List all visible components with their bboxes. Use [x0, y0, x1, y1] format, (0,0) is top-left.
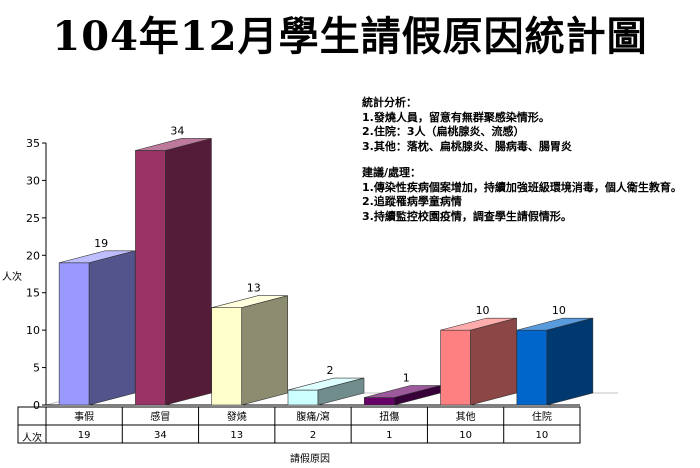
y-tick-label: 30: [26, 174, 40, 187]
bar-front: [516, 329, 548, 406]
data-table-value: 34: [154, 430, 167, 441]
chart-title: 104年12月學生請假原因統計圖: [52, 13, 648, 60]
bar-side: [317, 377, 365, 406]
data-table-value: 13: [230, 430, 243, 441]
advice-title: 建議/處理：: [362, 166, 422, 179]
x-tick-label: 住院: [532, 410, 552, 423]
bar-side: [241, 295, 289, 406]
bar-front: [58, 262, 90, 406]
bar-value-label: 34: [170, 124, 184, 137]
bar-side: [470, 317, 517, 406]
analysis-line-1: 1.發燒人員，留意有無群聚感染情形。: [362, 110, 550, 124]
bar-side: [546, 317, 594, 406]
bar-value-label: 2: [327, 364, 334, 377]
data-table-value: 2: [310, 430, 316, 441]
bar-front: [135, 150, 166, 406]
y-tick-label: 20: [26, 249, 40, 262]
x-axis-label: 請假原因: [290, 454, 330, 465]
bar-side: [88, 250, 136, 406]
bar-front: [211, 307, 243, 406]
data-table-value: 19: [78, 430, 91, 441]
x-tick-label: 扭傷: [379, 410, 399, 423]
bar-side: [165, 138, 212, 406]
y-tick-label: 15: [26, 287, 40, 300]
bar-value-label: 10: [552, 304, 566, 317]
bar-value-label: 10: [476, 304, 490, 317]
bar-front: [287, 389, 319, 406]
analysis-line-3: 3.其他：落枕、扁桃腺炎、腸病毒、腸胃炎: [362, 139, 572, 153]
y-axis-label: 人次: [2, 272, 22, 283]
advice-line-3: 3.持續監控校園疫情，調查學生請假情形。: [362, 209, 572, 223]
bar-value-label: 1: [403, 372, 410, 385]
data-table-value: 1: [386, 430, 392, 441]
y-tick-label: 0: [33, 399, 40, 412]
advice-line-2: 2.追蹤罹病學童病情: [362, 195, 462, 208]
x-tick-label: 其他: [456, 410, 476, 423]
data-table-value: 10: [459, 430, 472, 441]
bar-front: [363, 397, 395, 406]
advice-line-1: 1.傳染性疾病個案增加，持續加強班級環境消毒，個人衛生教育。: [362, 180, 682, 194]
analysis-line-2: 2.住院：3人（扁桃腺炎、流感）: [362, 125, 525, 138]
x-tick-label: 事假: [74, 410, 94, 423]
x-tick-label: 發燒: [227, 410, 247, 423]
y-tick-label: 10: [26, 324, 40, 337]
y-tick-label: 25: [26, 212, 40, 225]
data-table-value: 10: [535, 430, 548, 441]
analysis-notes: 統計分析： 1.發燒人員，留意有無群聚感染情形。 2.住院：3人（扁桃腺炎、流感…: [362, 96, 682, 224]
bar-value-label: 13: [247, 282, 261, 295]
x-tick-label: 腹痛/瀉: [296, 410, 329, 423]
y-tick-label: 35: [26, 137, 40, 150]
data-table-row-label: 人次: [22, 433, 42, 444]
bar-value-label: 19: [94, 237, 108, 250]
bar-front: [440, 329, 471, 406]
analysis-title: 統計分析：: [362, 96, 417, 109]
x-tick-label: 感冒: [150, 410, 170, 423]
y-tick-label: 5: [33, 362, 40, 375]
